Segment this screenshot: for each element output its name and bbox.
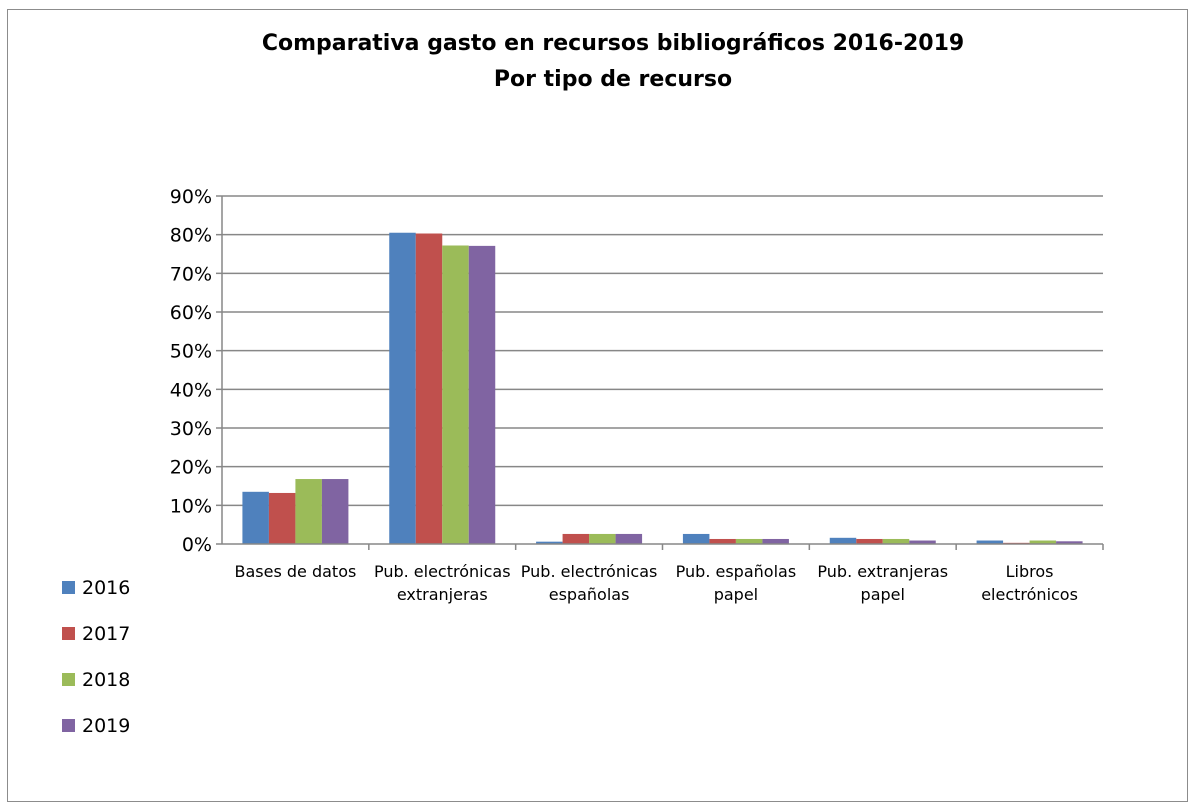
- bar-series: [242, 232, 1083, 545]
- bar-2019-cat-3: [762, 538, 789, 544]
- y-tick-label: 10%: [170, 495, 212, 517]
- y-tick-label: 0%: [182, 534, 212, 556]
- y-tick-label: 40%: [170, 379, 212, 401]
- bar-2018-cat-5: [1029, 540, 1057, 544]
- x-category-label: extranjeras: [397, 585, 488, 604]
- bar-2016-cat-4: [829, 537, 857, 544]
- y-tick-label: 30%: [170, 418, 212, 440]
- bar-2017-cat-3: [709, 538, 736, 544]
- legend-label-2018: 2018: [82, 669, 130, 691]
- bar-2017-cat-1: [415, 233, 443, 545]
- bar-2017-cat-2: [562, 533, 590, 544]
- chart-title: Comparativa gasto en recursos bibliográf…: [262, 31, 964, 92]
- legend-swatch-2018: [62, 673, 75, 686]
- chart-frame: [7, 9, 1188, 802]
- bar-2016-cat-3: [682, 533, 710, 544]
- x-category-label: electrónicos: [981, 585, 1078, 604]
- chart-title-line-1: Comparativa gasto en recursos bibliográf…: [262, 31, 964, 56]
- bar-2017-cat-0: [268, 492, 296, 544]
- legend-label-2016: 2016: [82, 577, 130, 599]
- legend-label-2019: 2019: [82, 715, 130, 737]
- axes: [221, 196, 1104, 550]
- legend-swatch-2017: [62, 627, 75, 640]
- bar-2016-cat-5: [976, 540, 1004, 544]
- x-category-label: papel: [714, 585, 758, 604]
- legend-swatch-2019: [62, 719, 75, 732]
- y-gridlines: [216, 195, 1103, 545]
- bar-2016-cat-1: [389, 232, 416, 544]
- x-category-label: Pub. electrónicas: [521, 562, 658, 581]
- x-category-label: españolas: [549, 585, 630, 604]
- y-tick-label: 50%: [170, 341, 212, 363]
- bar-2018-cat-3: [735, 538, 763, 544]
- x-category-label: Pub. electrónicas: [374, 562, 511, 581]
- chart-title-line-2: Por tipo de recurso: [494, 67, 732, 92]
- x-axis-categories: Bases de datos Pub. electrónicas extranjer…: [235, 562, 1078, 604]
- bar-2016-cat-2: [536, 541, 563, 544]
- legend-swatch-2016: [62, 581, 75, 594]
- bar-2016-cat-0: [242, 491, 269, 544]
- y-axis-ticks: 0% 10% 20% 30% 40% 50% 60% 70% 80% 90%: [170, 186, 212, 556]
- x-category-label: Pub. extranjeras: [817, 562, 948, 581]
- x-category-label: Bases de datos: [235, 562, 357, 581]
- y-tick-label: 80%: [170, 225, 212, 247]
- bar-2019-cat-4: [909, 540, 936, 544]
- y-tick-label: 70%: [170, 263, 212, 285]
- x-category-label: Libros: [1006, 562, 1054, 581]
- bar-2019-cat-2: [615, 533, 643, 544]
- bar-2018-cat-0: [295, 479, 322, 544]
- bar-2019-cat-0: [321, 479, 349, 544]
- x-category-label: Pub. españolas: [676, 562, 797, 581]
- y-tick-label: 60%: [170, 302, 212, 324]
- bar-2017-cat-4: [856, 538, 883, 544]
- legend-label-2017: 2017: [82, 623, 130, 645]
- y-tick-label: 20%: [170, 457, 212, 479]
- legend: 2016 2017 2018 2019: [62, 577, 130, 737]
- x-category-label: papel: [861, 585, 905, 604]
- bar-2018-cat-1: [442, 245, 469, 544]
- bar-2018-cat-4: [882, 538, 910, 544]
- bar-2019-cat-5: [1056, 541, 1083, 544]
- bar-2018-cat-2: [589, 533, 616, 544]
- y-tick-label: 90%: [170, 186, 212, 208]
- bar-2019-cat-1: [468, 245, 496, 544]
